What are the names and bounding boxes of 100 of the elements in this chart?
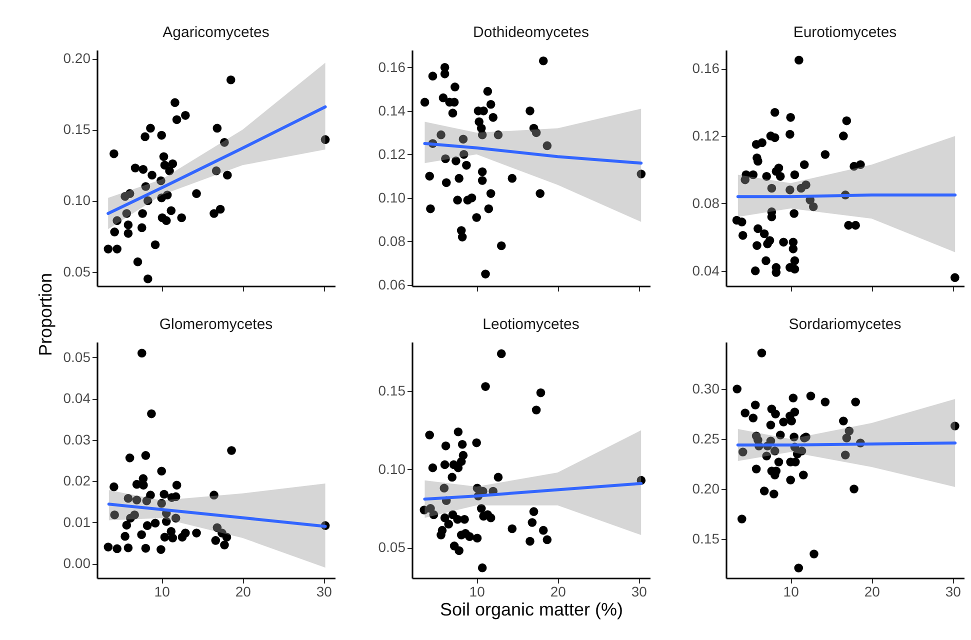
point	[436, 130, 446, 140]
point	[738, 231, 748, 240]
point	[779, 418, 788, 426]
point	[426, 204, 435, 214]
point	[750, 400, 760, 410]
point	[790, 256, 800, 266]
point	[851, 220, 860, 230]
point	[458, 134, 468, 144]
point	[146, 490, 155, 500]
y-tick-label: 0.10	[63, 192, 91, 208]
point	[526, 106, 534, 116]
point	[856, 160, 865, 170]
y-tick-label: 0.03	[63, 431, 91, 448]
x-tick-label: 10	[469, 584, 486, 600]
point	[738, 448, 748, 456]
point	[166, 206, 176, 216]
point	[526, 536, 534, 546]
point	[528, 518, 537, 527]
point	[112, 216, 122, 226]
point	[133, 257, 142, 266]
point	[794, 564, 804, 572]
point	[440, 513, 450, 522]
point	[787, 416, 796, 426]
point	[192, 528, 201, 538]
point	[766, 420, 776, 430]
y-tick-label: 0.00	[63, 555, 91, 572]
point	[529, 507, 538, 516]
point	[159, 152, 168, 162]
chart-title: Eurotiomycetes	[793, 24, 897, 41]
point	[737, 514, 746, 524]
y-tick-label: 0.15	[378, 382, 406, 399]
point	[212, 166, 221, 176]
point	[125, 189, 134, 198]
y-tick-label: 0.08	[692, 194, 720, 211]
point	[532, 406, 541, 414]
point	[770, 108, 780, 117]
point	[212, 124, 222, 133]
point	[779, 238, 788, 247]
line-series	[423, 142, 643, 165]
point	[453, 196, 462, 204]
x-tick-label: 30	[316, 584, 332, 600]
point	[790, 408, 800, 416]
point	[754, 224, 762, 234]
point	[211, 536, 220, 545]
y-tick-label: 0.08	[378, 232, 406, 249]
point	[478, 563, 487, 572]
y-tick-label: 0.05	[378, 539, 406, 556]
y-tick-label: 0.05	[63, 348, 91, 365]
x-tick-label: 10	[783, 584, 800, 600]
point	[788, 394, 798, 402]
point	[748, 170, 758, 180]
point	[757, 348, 766, 358]
point	[820, 150, 830, 159]
point	[760, 486, 769, 496]
point	[465, 532, 474, 541]
point	[142, 521, 152, 530]
point	[139, 480, 148, 490]
point	[150, 240, 160, 250]
chart-title: Agaricomycetes	[162, 24, 270, 41]
point	[156, 545, 166, 554]
point	[484, 204, 494, 214]
point	[508, 524, 517, 534]
point	[790, 432, 798, 442]
point	[112, 244, 122, 254]
point	[438, 526, 447, 535]
point	[140, 132, 150, 142]
point	[776, 430, 785, 440]
point	[143, 196, 152, 206]
point	[124, 543, 133, 552]
point	[442, 178, 451, 188]
point	[786, 476, 795, 484]
line-series	[106, 105, 327, 215]
chart-title: Glomeromycetes	[159, 316, 273, 333]
y-tick-label: 0.25	[692, 430, 720, 446]
point	[146, 124, 155, 133]
point	[104, 244, 113, 254]
point	[180, 110, 190, 120]
point	[486, 100, 496, 109]
point	[776, 172, 785, 181]
point	[110, 510, 119, 520]
point	[157, 498, 166, 508]
y-tick-label: 0.16	[692, 60, 720, 76]
point	[478, 167, 487, 176]
point	[450, 82, 460, 92]
point	[440, 484, 449, 493]
y-tick-label: 0.30	[692, 380, 720, 396]
point	[227, 446, 236, 455]
point	[216, 204, 225, 214]
point	[110, 482, 118, 492]
point	[162, 517, 171, 526]
point	[769, 490, 778, 498]
point	[172, 115, 182, 124]
point	[494, 130, 503, 140]
chart-title: Dothideomycetes	[473, 24, 589, 41]
point	[171, 514, 180, 523]
point	[441, 442, 450, 450]
point	[420, 98, 430, 107]
point	[157, 466, 166, 476]
point	[839, 132, 848, 140]
point	[808, 202, 818, 212]
